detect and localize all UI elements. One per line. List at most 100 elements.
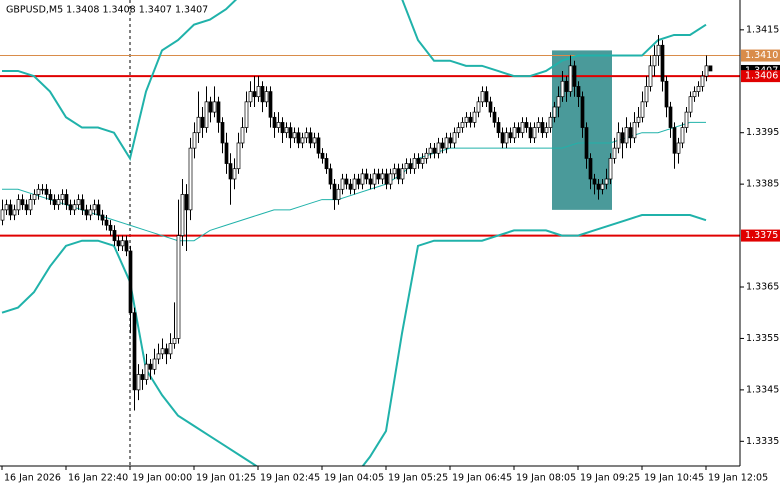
candle-body [592,178,597,185]
candle-body [624,127,629,144]
candle-body [16,199,21,211]
candle-body [424,152,429,159]
x-tick-label: 19 Jan 09:25 [580,473,640,484]
candle-body [664,80,669,108]
candle-body [264,91,269,103]
candle-body [136,374,141,391]
candle-body [152,358,157,370]
candle-body [204,101,209,128]
candle-body [500,132,505,144]
x-tick-label: 16 Jan 2026 [4,473,61,484]
candle-body [388,173,393,185]
candle-body [476,101,481,113]
candle-body [584,127,589,159]
candle-body [356,178,361,185]
candle-body [48,194,53,200]
candle-body [560,80,565,98]
y-tick-label: 1.3395 [746,127,779,138]
level-label: 1.3410 [745,50,778,61]
candle-body [216,101,221,123]
candle-body [648,65,653,87]
candle-body [208,101,213,113]
candle-body [428,147,433,154]
plot-area [0,0,740,466]
candle-body [540,122,545,134]
candle-body [668,106,673,128]
candle-body [124,240,129,252]
candle-body [304,132,309,139]
candle-body [360,173,365,185]
candle-body [452,132,457,144]
candle-body [572,65,577,87]
candle-body [576,86,581,98]
candle-body [276,122,281,128]
candle-body [44,188,49,195]
candle-body [232,168,237,180]
candle-body [368,178,373,185]
candle-body [156,353,161,360]
candle-body [440,142,445,149]
candle-body [352,178,357,190]
candle-body [680,127,685,144]
candle-body [456,127,461,134]
candle-body [164,348,169,355]
candle-body [528,127,533,139]
candle-body [324,158,329,170]
candle-body [404,163,409,170]
candle-body [24,204,29,211]
candle-body [504,132,509,144]
candle-body [696,86,701,92]
bollinger-lower [1,213,707,466]
candle-body [496,122,501,134]
candle-body [344,178,349,185]
candle-body [480,91,485,103]
candle-body [508,132,513,139]
candle-body [580,96,585,128]
candle-body [148,363,153,370]
candle-body [564,80,569,92]
candle-body [520,122,525,134]
x-tick-label: 16 Jan 22:40 [68,473,128,484]
x-tick-label: 19 Jan 01:25 [196,473,256,484]
x-tick-label: 19 Jan 00:00 [132,473,192,484]
y-tick-label: 1.3355 [746,333,779,344]
candle-body [84,209,89,216]
candle-body [608,158,613,180]
candle-body [468,116,473,123]
candle-body [632,122,637,139]
candle-body [416,158,421,164]
candle-body [596,183,601,190]
candle-body [512,127,517,139]
candle-body [432,147,437,154]
candle-body [32,194,37,200]
candle-body [144,363,149,380]
level-label-bg [741,49,780,62]
candle-body [240,127,245,144]
candle-body [472,111,477,123]
candle-body [224,142,229,164]
bollinger-upper [2,0,707,161]
candle-body [332,183,337,200]
candle-body [244,101,249,128]
candle-body [284,127,289,134]
candle-body [184,194,189,211]
candle-body [492,111,497,123]
candle-body [556,96,561,108]
candle-body [4,204,9,211]
candle-body [412,158,417,170]
x-tick-label: 19 Jan 10:45 [644,473,704,484]
candle-body [316,137,321,154]
candle-body [280,122,285,134]
candle-body [444,137,449,149]
x-tick-label: 19 Jan 04:05 [324,473,384,484]
candle-body [600,183,605,190]
candle-body [140,374,145,380]
candle-body [160,348,165,355]
candle-body [552,106,557,118]
candle-body [628,127,633,139]
candle-body [656,44,661,56]
level-label-bg [741,229,780,242]
candle-body [72,204,77,211]
candle-body [708,65,713,72]
